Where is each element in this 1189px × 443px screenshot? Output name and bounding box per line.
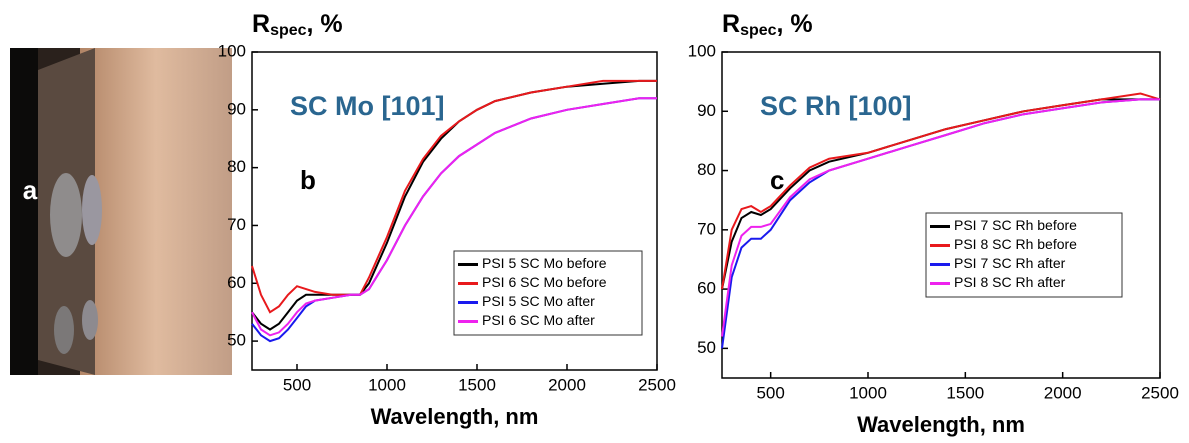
x-tick-label: 2000 [548, 375, 586, 394]
y-tick-label: 90 [697, 101, 716, 120]
y-axis-label-part: , % [777, 10, 813, 38]
y-tick-label: 60 [697, 279, 716, 298]
y-tick-label: 70 [227, 215, 246, 234]
plot-frame [721, 51, 1161, 379]
y-tick-label: 80 [227, 157, 246, 176]
x-tick-label: 1500 [458, 375, 496, 394]
y-tick-label: 50 [227, 331, 246, 350]
y-tick-label: 50 [697, 338, 716, 357]
legend-label: PSI 5 SC Mo after [482, 293, 595, 309]
y-tick-label: 100 [218, 41, 246, 60]
legend-label: PSI 8 SC Rh after [954, 274, 1066, 290]
legend-label: PSI 7 SC Rh after [954, 255, 1066, 271]
y-axis-label-part: spec [740, 22, 777, 39]
panel-label: a [23, 175, 38, 205]
x-tick-label: 2500 [638, 375, 676, 394]
x-axis-label: Wavelength, nm [857, 412, 1025, 437]
y-axis-label: Rspec, % [252, 10, 343, 40]
y-tick-label: 80 [697, 160, 716, 179]
legend-box [453, 250, 643, 336]
legend-box [925, 212, 1123, 298]
series-line [721, 98, 1160, 337]
panel-label: b [300, 165, 316, 195]
y-tick-label: 100 [688, 41, 716, 60]
series-line [251, 79, 657, 314]
plot-frame [251, 51, 658, 371]
y-axis-label-part: R [252, 10, 270, 38]
annotation: SC Mo [101] [290, 91, 445, 121]
x-axis-label: Wavelength, nm [371, 404, 539, 429]
series-line [721, 92, 1161, 290]
y-tick-label: 60 [227, 273, 246, 292]
y-tick-label: 90 [227, 99, 246, 118]
legend-label: PSI 8 SC Rh before [954, 236, 1077, 252]
x-tick-label: 1000 [849, 383, 887, 402]
legend-label: PSI 6 SC Mo before [482, 274, 607, 290]
photo: a [10, 48, 232, 375]
y-axis-label-part: R [722, 10, 740, 38]
x-tick-label: 1500 [946, 383, 984, 402]
y-tick-label: 70 [697, 219, 716, 238]
series-line [251, 97, 657, 337]
y-axis-label: Rspec, % [722, 10, 813, 40]
y-axis-label-part: , % [307, 10, 343, 38]
legend-label: PSI 7 SC Rh before [954, 217, 1077, 233]
panel-label: c [770, 165, 784, 195]
y-axis-label-part: spec [270, 22, 307, 39]
x-tick-label: 500 [756, 383, 784, 402]
annotation: SC Rh [100] [760, 91, 912, 121]
legend-label: PSI 6 SC Mo after [482, 312, 595, 328]
x-tick-label: 2000 [1044, 383, 1082, 402]
x-tick-label: 500 [283, 375, 311, 394]
x-tick-label: 1000 [368, 375, 406, 394]
x-tick-label: 2500 [1141, 383, 1179, 402]
legend-label: PSI 5 SC Mo before [482, 255, 607, 271]
